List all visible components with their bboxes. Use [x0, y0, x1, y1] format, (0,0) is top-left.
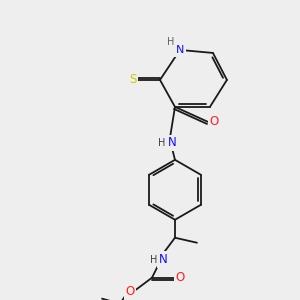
Text: N: N: [176, 45, 184, 55]
Text: H: H: [150, 255, 158, 265]
Text: O: O: [175, 271, 184, 284]
Text: H: H: [158, 138, 166, 148]
Text: S: S: [129, 74, 137, 86]
Text: H: H: [167, 37, 175, 47]
Text: N: N: [168, 136, 176, 149]
Text: N: N: [159, 253, 167, 266]
Text: O: O: [209, 116, 219, 128]
Text: O: O: [125, 285, 135, 298]
